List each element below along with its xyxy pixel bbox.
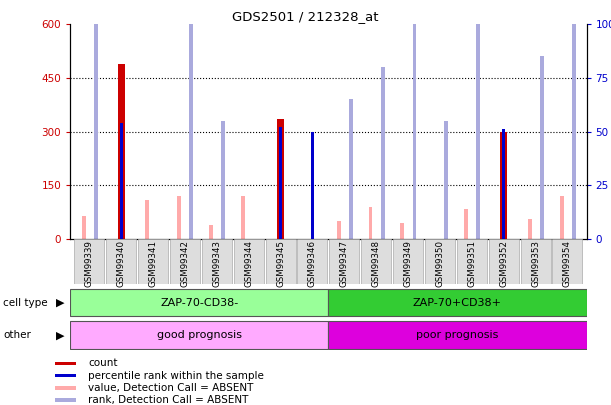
FancyBboxPatch shape [234, 239, 264, 284]
Text: GDS2501 / 212328_at: GDS2501 / 212328_at [232, 10, 379, 23]
FancyBboxPatch shape [393, 239, 423, 284]
Text: GSM99343: GSM99343 [213, 240, 221, 287]
Text: ▶: ▶ [56, 330, 64, 340]
Text: GSM99353: GSM99353 [531, 240, 540, 287]
Text: cell type: cell type [3, 298, 48, 308]
Text: rank, Detection Call = ABSENT: rank, Detection Call = ABSENT [88, 395, 249, 405]
Bar [464, 209, 468, 239]
FancyBboxPatch shape [489, 239, 519, 284]
Text: GSM99339: GSM99339 [85, 240, 94, 287]
FancyBboxPatch shape [266, 239, 296, 284]
Bar [209, 225, 213, 239]
Bar [189, 0, 193, 239]
Text: value, Detection Call = ABSENT: value, Detection Call = ABSENT [88, 383, 254, 393]
FancyBboxPatch shape [75, 239, 104, 284]
FancyBboxPatch shape [329, 289, 587, 316]
Text: GSM99351: GSM99351 [467, 240, 477, 287]
FancyBboxPatch shape [70, 322, 329, 349]
FancyBboxPatch shape [106, 239, 136, 284]
Bar [241, 196, 245, 239]
FancyBboxPatch shape [170, 239, 200, 284]
FancyBboxPatch shape [457, 239, 487, 284]
Bar [412, 24, 416, 239]
Bar [572, 0, 576, 239]
Bar [477, 0, 480, 239]
Text: poor prognosis: poor prognosis [416, 330, 499, 340]
Bar [82, 216, 86, 239]
Bar [120, 123, 123, 239]
Text: GSM99349: GSM99349 [404, 240, 412, 287]
Text: GSM99350: GSM99350 [436, 240, 444, 287]
Bar [400, 223, 404, 239]
Text: count: count [88, 358, 118, 369]
Text: GSM99347: GSM99347 [340, 240, 349, 287]
Bar [337, 221, 340, 239]
FancyBboxPatch shape [329, 239, 359, 284]
Bar [444, 121, 448, 239]
Bar [94, 0, 98, 239]
Bar [368, 207, 372, 239]
Bar [54, 386, 76, 390]
FancyBboxPatch shape [138, 239, 168, 284]
Bar [277, 119, 284, 239]
Text: percentile rank within the sample: percentile rank within the sample [88, 371, 264, 381]
Bar [118, 64, 125, 239]
Text: ZAP-70+CD38+: ZAP-70+CD38+ [413, 298, 502, 308]
Text: GSM99354: GSM99354 [563, 240, 572, 287]
FancyBboxPatch shape [552, 239, 582, 284]
Bar [381, 67, 384, 239]
FancyBboxPatch shape [298, 239, 327, 284]
Text: ZAP-70-CD38-: ZAP-70-CD38- [160, 298, 238, 308]
Bar [145, 200, 149, 239]
FancyBboxPatch shape [521, 239, 551, 284]
Bar [502, 130, 505, 239]
FancyBboxPatch shape [425, 239, 455, 284]
Text: ▶: ▶ [56, 298, 64, 308]
Bar [54, 398, 76, 402]
Bar [221, 121, 225, 239]
Text: good prognosis: good prognosis [157, 330, 242, 340]
Text: other: other [3, 330, 31, 340]
Text: GSM99342: GSM99342 [180, 240, 189, 287]
Bar [500, 132, 507, 239]
Text: GSM99340: GSM99340 [117, 240, 126, 287]
Bar [177, 196, 181, 239]
Text: GSM99346: GSM99346 [308, 240, 317, 287]
Text: GSM99352: GSM99352 [499, 240, 508, 287]
Bar [54, 374, 76, 377]
Bar [54, 362, 76, 365]
Text: GSM99348: GSM99348 [371, 240, 381, 287]
Bar [279, 127, 282, 239]
Text: GSM99344: GSM99344 [244, 240, 253, 287]
Bar [560, 196, 563, 239]
FancyBboxPatch shape [329, 322, 587, 349]
Bar [349, 100, 353, 239]
FancyBboxPatch shape [70, 289, 329, 316]
Text: GSM99341: GSM99341 [148, 240, 158, 287]
FancyBboxPatch shape [202, 239, 232, 284]
Bar [528, 219, 532, 239]
Text: GSM99345: GSM99345 [276, 240, 285, 287]
FancyBboxPatch shape [361, 239, 391, 284]
Bar [540, 57, 544, 239]
Bar [311, 132, 314, 239]
